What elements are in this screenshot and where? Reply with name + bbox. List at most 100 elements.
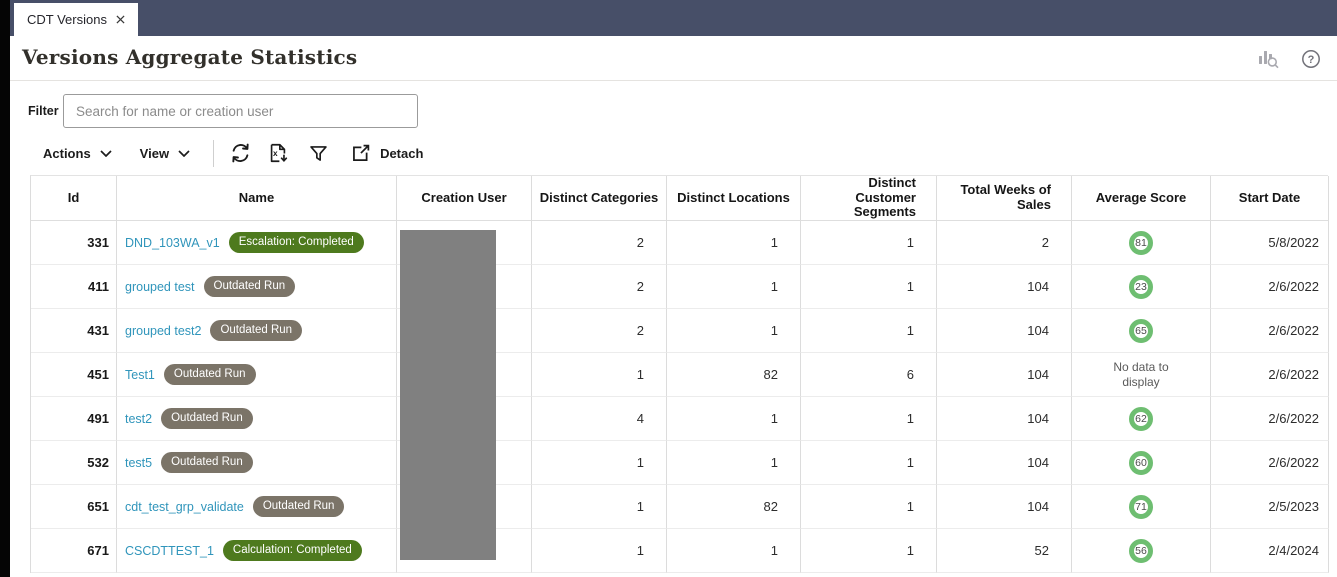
cell-distinct-categories: 1: [532, 441, 667, 485]
table-row[interactable]: 431 grouped test2 Outdated Run 2 1 1 104…: [31, 309, 1329, 353]
version-name-link[interactable]: Test1: [125, 367, 155, 382]
detach-button[interactable]: Detach: [350, 143, 423, 164]
table-row[interactable]: 451 Test1 Outdated Run 1 82 6 104 No dat…: [31, 353, 1329, 397]
cell-distinct-categories: 1: [532, 353, 667, 397]
cell-distinct-locations: 1: [667, 397, 801, 441]
cell-distinct-categories: 2: [532, 265, 667, 309]
column-header-distinct-categories[interactable]: Distinct Categories: [532, 176, 667, 221]
column-header-average-score[interactable]: Average Score: [1072, 176, 1211, 221]
version-name-link[interactable]: grouped test: [125, 279, 195, 294]
cell-average-score: 81 No data to display: [1072, 221, 1211, 265]
cell-distinct-customer-segments: 6: [801, 353, 937, 397]
cell-start-date: 5/8/2022: [1211, 221, 1329, 265]
cell-start-date: 2/6/2022: [1211, 441, 1329, 485]
version-name-link[interactable]: cdt_test_grp_validate: [125, 499, 244, 514]
score-value: 23: [1135, 280, 1147, 293]
cell-start-date: 2/4/2024: [1211, 529, 1329, 573]
cell-name: grouped test Outdated Run: [117, 265, 397, 309]
column-header-start-date[interactable]: Start Date: [1211, 176, 1329, 221]
cell-average-score: 71 No data to display: [1072, 485, 1211, 529]
score-value: 60: [1135, 456, 1147, 469]
view-label: View: [139, 145, 170, 161]
chart-search-icon[interactable]: [1256, 47, 1281, 70]
table-body: 331 DND_103WA_v1 Escalation: Completed 2…: [31, 221, 1329, 573]
cell-name: test5 Outdated Run: [117, 441, 397, 485]
version-name-link[interactable]: DND_103WA_v1: [125, 235, 220, 250]
refresh-icon[interactable]: [229, 142, 252, 164]
view-menu-button[interactable]: View: [140, 146, 190, 161]
header-divider: [10, 80, 1337, 81]
cell-id: 331: [31, 221, 117, 265]
cell-id: 451: [31, 353, 117, 397]
column-header-name[interactable]: Name: [117, 176, 397, 221]
cell-total-weeks-of-sales: 104: [937, 485, 1072, 529]
window-left-edge: [0, 0, 10, 577]
score-ring: 71: [1129, 494, 1153, 519]
cell-distinct-locations: 1: [667, 529, 801, 573]
tab-label: CDT Versions: [27, 12, 107, 27]
svg-text:x: x: [273, 149, 278, 158]
actions-label: Actions: [43, 145, 91, 161]
table-row[interactable]: 411 grouped test Outdated Run 2 1 1 104 …: [31, 265, 1329, 309]
cell-start-date: 2/6/2022: [1211, 309, 1329, 353]
status-badge: Escalation: Completed: [228, 232, 364, 253]
cell-start-date: 2/6/2022: [1211, 353, 1329, 397]
table-row[interactable]: 532 test5 Outdated Run 1 1 1 104 60 No d…: [31, 441, 1329, 485]
status-badge: Calculation: Completed: [222, 540, 362, 561]
cell-average-score: 56 No data to display: [1072, 529, 1211, 573]
versions-table: Id Name Creation User Distinct Categorie…: [30, 175, 1329, 573]
cell-distinct-customer-segments: 1: [801, 397, 937, 441]
version-name-link[interactable]: grouped test2: [125, 323, 202, 338]
export-to-excel-icon[interactable]: x: [267, 142, 289, 164]
version-name-link[interactable]: test2: [125, 411, 153, 426]
score-ring: 56: [1129, 538, 1153, 563]
version-name-link[interactable]: test5: [125, 455, 153, 470]
cell-id: 671: [31, 529, 117, 573]
cell-id: 532: [31, 441, 117, 485]
help-icon[interactable]: ?: [1301, 49, 1321, 69]
table-row[interactable]: 651 cdt_test_grp_validate Outdated Run 1…: [31, 485, 1329, 529]
page-title: Versions Aggregate Statistics: [22, 45, 358, 69]
cell-distinct-locations: 1: [667, 265, 801, 309]
filter-funnel-icon[interactable]: [308, 143, 329, 164]
cell-distinct-locations: 1: [667, 441, 801, 485]
column-header-total-weeks-of-sales[interactable]: Total Weeks of Sales: [937, 176, 1072, 221]
cell-total-weeks-of-sales: 104: [937, 441, 1072, 485]
table-row[interactable]: 331 DND_103WA_v1 Escalation: Completed 2…: [31, 221, 1329, 265]
chevron-down-icon: [178, 149, 190, 157]
cell-total-weeks-of-sales: 104: [937, 265, 1072, 309]
toolbar: Actions View x: [43, 139, 423, 167]
cell-distinct-customer-segments: 1: [801, 529, 937, 573]
cell-distinct-locations: 82: [667, 353, 801, 397]
cell-total-weeks-of-sales: 104: [937, 397, 1072, 441]
tab-bar: [10, 0, 1337, 36]
cell-total-weeks-of-sales: 104: [937, 353, 1072, 397]
cell-distinct-locations: 1: [667, 221, 801, 265]
search-input[interactable]: [63, 94, 418, 128]
detach-label: Detach: [380, 145, 424, 161]
tab-close-icon[interactable]: [116, 15, 125, 24]
tab-cdt-versions[interactable]: CDT Versions: [14, 3, 138, 36]
table-row[interactable]: 671 CSCDTTEST_1 Calculation: Completed 1…: [31, 529, 1329, 573]
table-row[interactable]: 491 test2 Outdated Run 4 1 1 104 62 No d…: [31, 397, 1329, 441]
detach-icon: [350, 143, 371, 164]
table-header-row: Id Name Creation User Distinct Categorie…: [31, 175, 1329, 221]
cell-start-date: 2/6/2022: [1211, 265, 1329, 309]
version-name-link[interactable]: CSCDTTEST_1: [125, 543, 214, 558]
cell-distinct-customer-segments: 1: [801, 309, 937, 353]
cell-distinct-categories: 2: [532, 309, 667, 353]
column-header-creation-user[interactable]: Creation User: [397, 176, 532, 221]
column-header-distinct-locations[interactable]: Distinct Locations: [667, 176, 801, 221]
redaction-overlay: [400, 230, 496, 560]
column-header-id[interactable]: Id: [31, 176, 117, 221]
status-badge: Outdated Run: [252, 496, 345, 517]
cell-distinct-categories: 2: [532, 221, 667, 265]
cell-distinct-customer-segments: 1: [801, 485, 937, 529]
cell-average-score: 23 No data to display: [1072, 265, 1211, 309]
cell-distinct-categories: 4: [532, 397, 667, 441]
cell-distinct-categories: 1: [532, 485, 667, 529]
status-badge: Outdated Run: [203, 276, 296, 297]
column-header-distinct-customer-segments[interactable]: Distinct Customer Segments: [801, 175, 937, 221]
actions-menu-button[interactable]: Actions: [43, 146, 112, 161]
cell-name: CSCDTTEST_1 Calculation: Completed: [117, 529, 397, 573]
